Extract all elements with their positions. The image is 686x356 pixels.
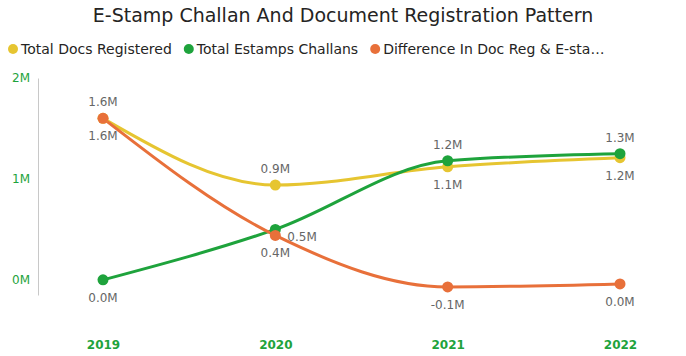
series-marker: [615, 148, 626, 159]
x-tick-label: 2020: [259, 338, 292, 352]
data-label: 1.6M: [88, 129, 117, 143]
y-axis: 0M 1M 2M: [12, 71, 39, 295]
data-label: -0.1M: [431, 298, 465, 312]
y-tick-label: 2M: [12, 71, 30, 85]
x-tick: 2022: [604, 330, 637, 352]
series-line: [103, 118, 620, 287]
plot-area: [98, 113, 626, 293]
data-label: 1.2M: [605, 169, 634, 183]
series-marker: [615, 278, 626, 289]
data-label: 1.6M: [88, 95, 117, 109]
x-axis: 2019 2020 2021 2022: [87, 330, 637, 352]
legend-swatch: [8, 44, 18, 54]
series-marker: [98, 274, 109, 285]
title: E-Stamp Challan And Document Registratio…: [93, 4, 593, 26]
series-marker: [270, 230, 281, 241]
series-marker: [270, 179, 281, 190]
data-label: 0.0M: [88, 291, 117, 305]
series-marker: [98, 113, 109, 124]
series-marker: [442, 281, 453, 292]
data-label: 1.3M: [605, 131, 634, 145]
x-tick: 2020: [259, 330, 292, 352]
series-marker: [442, 155, 453, 166]
x-tick-label: 2019: [87, 338, 120, 352]
data-label: 0.9M: [261, 162, 290, 176]
series-line: [103, 118, 620, 185]
y-tick: 2M: [12, 71, 38, 85]
y-tick: 1M: [12, 172, 38, 186]
data-labels: 1.6M 1.6M 0.0M 0.9M 0.5M 0.4M 1.2M 1.1M -0.1M 1.3…: [88, 95, 634, 312]
y-axis-line: [38, 79, 39, 296]
legend-label: Total Estamps Challans: [196, 41, 358, 57]
series-line: [103, 154, 620, 280]
series-marker: [98, 113, 109, 124]
y-tick-label: 1M: [12, 172, 30, 186]
legend-label: Total Docs Registered: [20, 41, 172, 57]
legend-swatch: [184, 44, 194, 54]
chart: E-Stamp Challan And Document Registratio…: [0, 0, 686, 356]
y-tick-label: 0M: [12, 273, 30, 287]
x-axis-line: [104, 330, 621, 331]
data-label: 0.0M: [605, 295, 634, 309]
x-tick: 2021: [431, 330, 464, 352]
legend: Total Docs Registered Total Estamps Chall…: [8, 41, 604, 57]
data-label: 0.4M: [261, 246, 290, 260]
x-tick-label: 2021: [431, 338, 464, 352]
x-tick-label: 2022: [604, 338, 637, 352]
y-tick: 0M: [12, 273, 38, 287]
data-label: 1.2M: [433, 138, 462, 152]
data-label: 1.1M: [433, 178, 462, 192]
x-tick: 2019: [87, 330, 120, 352]
legend-label: Difference In Doc Reg & E-sta…: [383, 41, 604, 57]
data-label: 0.5M: [287, 230, 316, 244]
legend-swatch: [370, 44, 380, 54]
